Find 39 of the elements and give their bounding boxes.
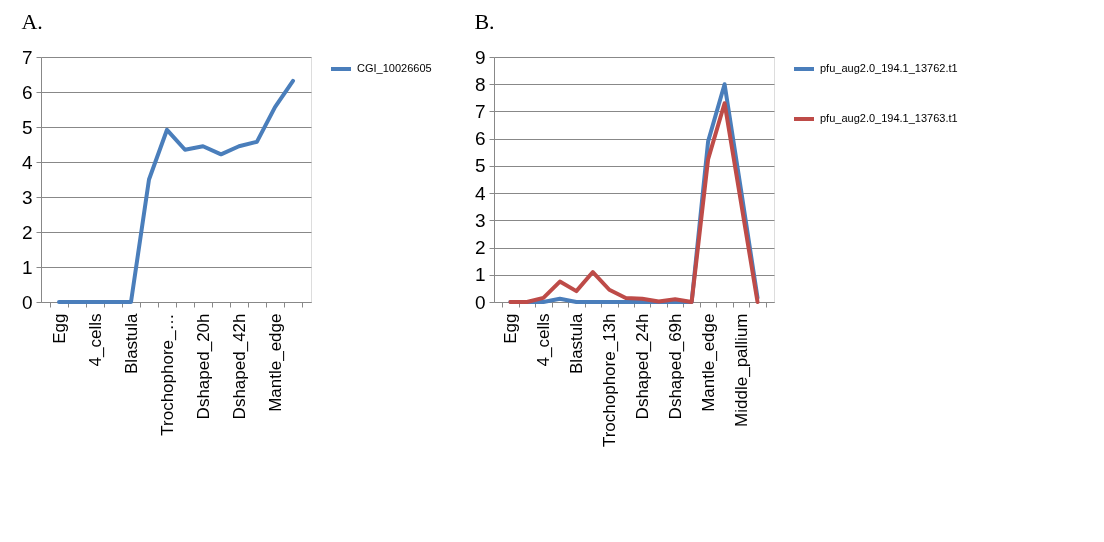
x-tick-label: Egg: [500, 313, 520, 344]
x-tick-label: 4_cells: [85, 313, 105, 367]
y-tick-label: 9: [474, 46, 486, 68]
x-tick-label: Dshaped_24h: [632, 313, 652, 420]
chart-title: A.: [21, 9, 43, 34]
y-tick-label: 4: [21, 151, 33, 173]
x-tick-label: Mantle_edge: [698, 313, 718, 412]
x-tick-label: Middle_pallium: [731, 313, 751, 427]
y-tick-label: 7: [21, 46, 33, 68]
x-tick-label: Blastula: [121, 312, 141, 374]
y-tick-label: 4: [474, 182, 486, 204]
x-tick-label: Dshaped_20h: [193, 313, 213, 420]
x-tick-label: Trochophore_…: [157, 313, 177, 436]
y-tick-label: 0: [21, 291, 33, 313]
y-tick-label: 1: [21, 256, 33, 278]
y-tick-label: 6: [21, 81, 33, 103]
chart-title: B.: [474, 9, 495, 34]
x-tick-label: Dshaped_69h: [665, 313, 685, 420]
y-tick-label: 5: [474, 155, 486, 177]
y-tick-label: 6: [474, 128, 486, 150]
y-tick-label: 3: [21, 186, 33, 208]
y-tick-label: 2: [474, 237, 486, 259]
legend-label: CGI_10026605: [357, 62, 432, 74]
y-tick-label: 3: [474, 209, 486, 231]
y-tick-label: 0: [474, 291, 486, 313]
legend-label: pfu_aug2.0_194.1_13763.t1: [820, 112, 958, 124]
x-tick-label: Blastula: [566, 312, 586, 374]
y-tick-label: 5: [21, 116, 33, 138]
line-series: [57, 78, 295, 304]
x-tick-label: Dshaped_42h: [229, 313, 249, 420]
y-tick-label: 7: [474, 100, 486, 122]
x-tick-label: Trochophore_13h: [599, 313, 619, 448]
x-tick-label: 4_cells: [533, 313, 553, 367]
y-tick-label: 8: [474, 73, 486, 95]
x-tick-label: Egg: [49, 313, 69, 344]
y-tick-label: 1: [474, 264, 486, 286]
y-tick-label: 2: [21, 221, 33, 243]
x-tick-label: Mantle_edge: [265, 313, 285, 412]
legend-label: pfu_aug2.0_194.1_13762.t1: [820, 62, 958, 74]
